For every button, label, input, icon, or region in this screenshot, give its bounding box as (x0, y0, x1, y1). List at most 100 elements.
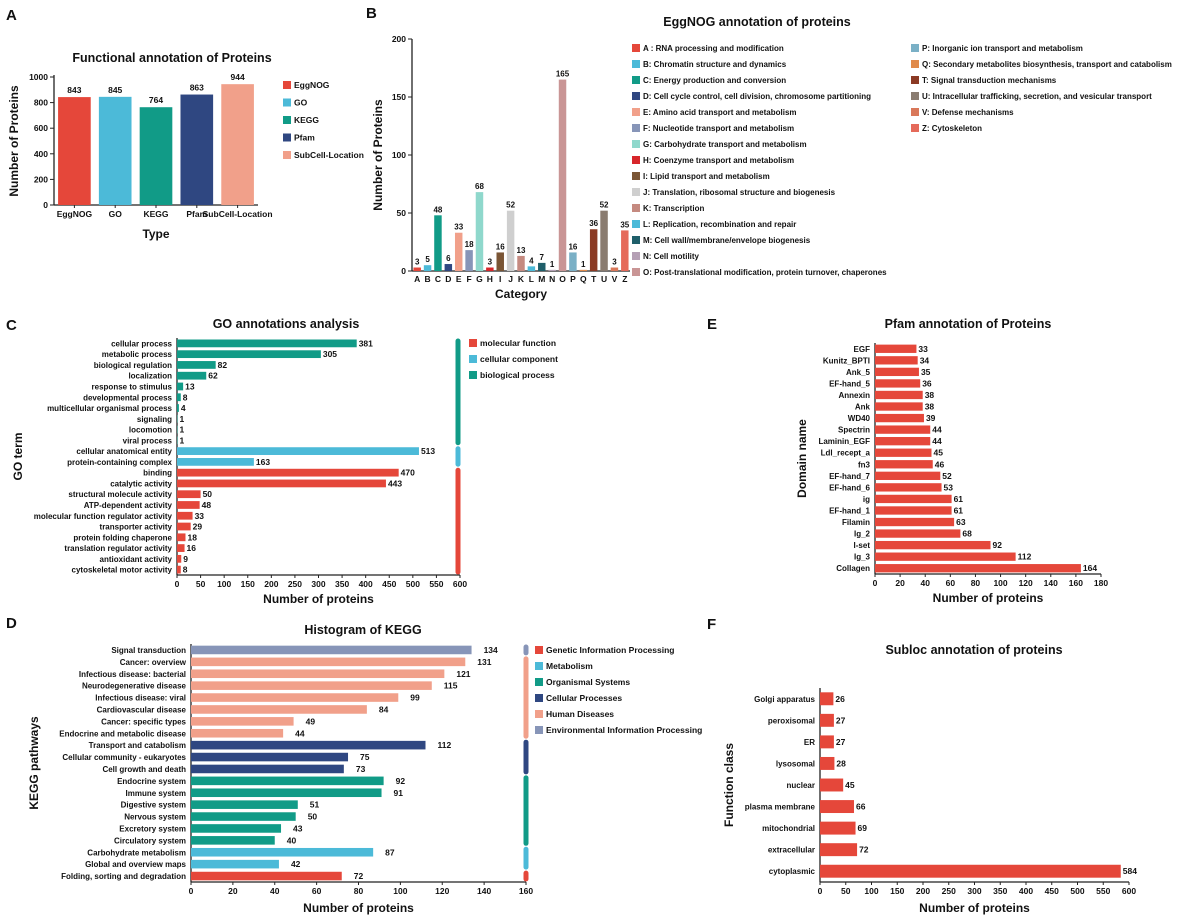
y-tick-label: Circulatory system (114, 836, 186, 845)
bar (558, 79, 567, 271)
bar (820, 843, 858, 857)
legend-label: H: Coenzyme transport and metabolism (643, 156, 794, 165)
legend-label: Organismal Systems (546, 677, 630, 687)
y-axis-title: KEGG pathways (27, 716, 41, 810)
x-axis-title: Category (495, 287, 547, 301)
legend-swatch (632, 140, 640, 148)
chart-title: GO annotations analysis (213, 317, 360, 331)
y-tick-label: protein-containing complex (67, 458, 172, 467)
y-tick-label: Cellular community - eukaryotes (62, 753, 186, 762)
bar (177, 501, 200, 509)
data-label: 1 (179, 435, 184, 445)
y-tick-label: mitochondrial (762, 824, 815, 833)
data-label: 26 (835, 694, 845, 704)
data-label: 764 (149, 95, 163, 105)
data-label: 50 (203, 489, 213, 499)
x-tick-label: 600 (453, 579, 467, 589)
x-tick-label: 500 (1070, 886, 1084, 896)
data-label: 1 (179, 425, 184, 435)
x-tick-label: 350 (993, 886, 1007, 896)
y-tick-label: extracellular (768, 846, 815, 855)
data-label: 115 (444, 681, 458, 691)
x-tick-label: SubCell-Location (203, 209, 273, 219)
legend-swatch (535, 726, 543, 734)
bar (191, 705, 367, 714)
bar (191, 693, 399, 702)
bar (191, 717, 294, 726)
bar (875, 437, 931, 446)
data-label: 38 (925, 402, 935, 412)
y-tick-label: Spectrin (838, 426, 870, 435)
y-tick-label: Laminin_EGF (818, 437, 870, 446)
bar (177, 511, 193, 520)
data-label: 72 (859, 845, 869, 855)
data-label: 7 (540, 253, 545, 262)
data-label: 3 (612, 258, 617, 267)
y-tick-label: Cancer: overview (120, 658, 187, 667)
legend-label: E: Amino acid transport and metabolism (643, 108, 797, 117)
y-tick-label: binding (143, 469, 172, 478)
legend-swatch (632, 108, 640, 116)
data-label: 44 (932, 436, 942, 446)
bar (465, 250, 473, 271)
data-label: 3 (415, 258, 420, 267)
x-tick-label: 100 (217, 579, 231, 589)
x-tick-label: Pfam (186, 209, 207, 219)
bar (177, 350, 321, 359)
x-tick-label: Z (622, 274, 627, 284)
legend-label: O: Post-translational modification, prot… (643, 268, 887, 277)
bar (875, 540, 991, 550)
x-tick-label: 140 (1044, 578, 1058, 588)
y-tick-label: Transport and catabolism (89, 741, 186, 750)
bar (875, 506, 952, 515)
y-axis-title: GO term (11, 432, 25, 480)
legend-swatch (632, 76, 640, 84)
x-tick-label: M (538, 274, 545, 284)
x-tick-label: 450 (382, 579, 396, 589)
y-tick-label: Infectious disease: bacterial (79, 670, 186, 679)
data-label: 1 (179, 414, 184, 424)
x-tick-label: 300 (311, 579, 325, 589)
bar (177, 393, 181, 402)
y-tick-label: Neurodegenerative disease (82, 682, 187, 691)
y-tick-label: Ig_3 (854, 553, 871, 562)
bar (444, 264, 453, 271)
bar (177, 544, 185, 552)
data-label: 50 (308, 812, 318, 822)
legend-label: C: Energy production and conversion (643, 76, 786, 85)
data-label: 52 (600, 201, 609, 210)
legend-label: Q: Secondary metabolites biosynthesis, t… (922, 60, 1172, 69)
legend-label: G: Carbohydrate transport and metabolism (643, 140, 807, 149)
x-tick-label: 250 (942, 886, 956, 896)
data-label: 4 (529, 256, 534, 265)
bar (191, 776, 384, 786)
data-label: 73 (356, 764, 366, 774)
bar (538, 262, 546, 271)
x-tick-label: 550 (1096, 886, 1110, 896)
bar (177, 371, 207, 380)
legend-swatch (535, 710, 543, 718)
y-tick-label: structural molecule activity (68, 490, 172, 499)
bar (191, 752, 349, 762)
x-tick-label: 120 (435, 886, 449, 896)
bar (177, 479, 386, 488)
y-tick-label: Infectious disease: viral (95, 694, 186, 703)
legend-swatch (469, 339, 477, 347)
bar (177, 490, 201, 499)
x-tick-label: 80 (971, 578, 981, 588)
data-label: 38 (925, 390, 935, 400)
y-tick-label: metabolic process (102, 350, 173, 359)
x-tick-label: F (466, 274, 471, 284)
bar (548, 269, 556, 271)
bar (875, 517, 955, 527)
data-label: 99 (410, 693, 420, 703)
x-axis-title: Type (142, 227, 169, 241)
y-tick-label: Global and overview maps (85, 860, 186, 869)
x-axis-title: Number of proteins (263, 592, 374, 606)
data-label: 164 (1083, 563, 1097, 573)
y-tick-label: EF-hand_1 (829, 506, 870, 515)
x-tick-label: 100 (993, 578, 1007, 588)
data-label: 13 (185, 381, 195, 391)
data-label: 84 (379, 704, 389, 714)
